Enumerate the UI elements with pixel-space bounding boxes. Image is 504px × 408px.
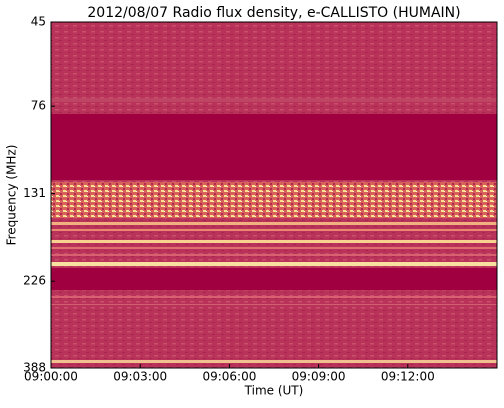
x-tick-label: 09:06:00 <box>202 370 256 384</box>
x-tick-label: 09:00:00 <box>24 370 78 384</box>
y-tick-label: 226 <box>23 274 46 288</box>
plot-frame <box>50 21 498 369</box>
spectrogram-image <box>51 22 497 368</box>
y-tick-label: 45 <box>31 15 46 29</box>
x-tick-label: 09:09:00 <box>292 370 346 384</box>
x-tick-label: 09:03:00 <box>113 370 167 384</box>
chart-title: 2012/08/07 Radio flux density, e-CALLIST… <box>87 5 460 21</box>
x-axis-label: Time (UT) <box>244 384 304 398</box>
y-tick-label: 131 <box>23 186 46 200</box>
x-tick-label: 09:12:00 <box>381 370 435 384</box>
y-axis-label: Frequency (MHz) <box>5 145 19 246</box>
y-tick-label: 76 <box>31 99 46 113</box>
y-tick-label: 388 <box>23 361 46 375</box>
